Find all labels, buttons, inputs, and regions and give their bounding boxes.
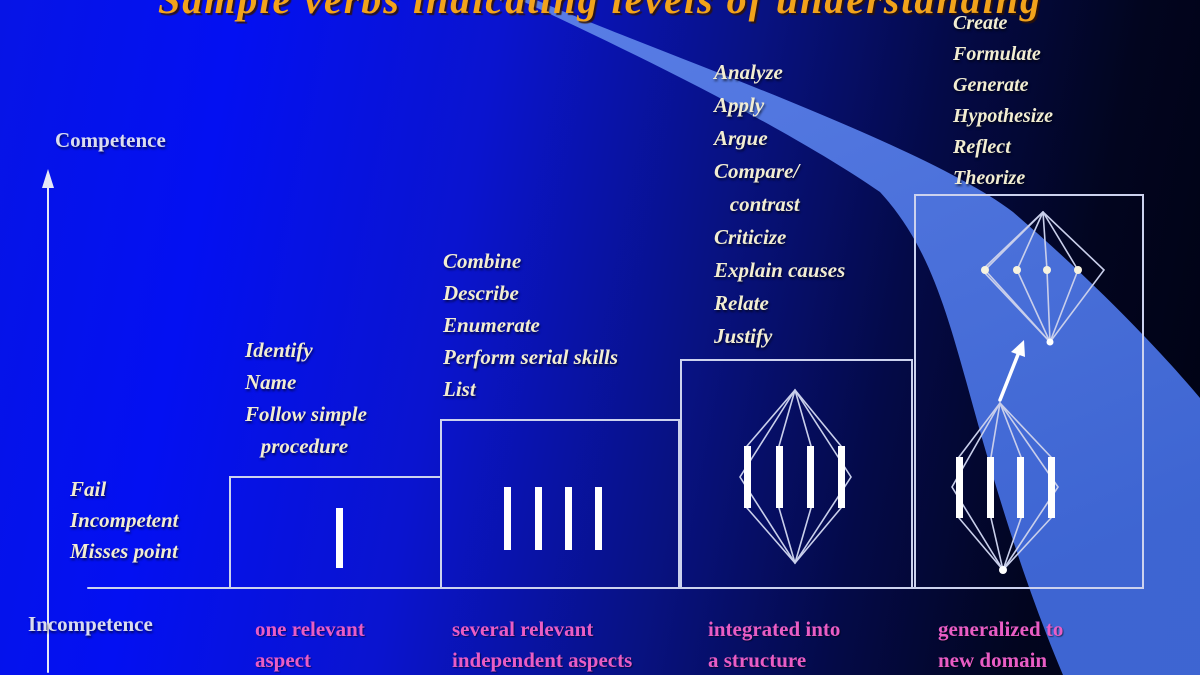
up-right-arrow-icon (998, 340, 1025, 402)
multistructural-bars (504, 487, 602, 550)
slide-title: Sample verbs indicating levels of unders… (0, 0, 1200, 23)
caption-unistructural: one relevant aspect (255, 617, 365, 672)
relational-box (680, 359, 913, 589)
verbs-prestructural: Fail Incompetent Misses point (70, 477, 179, 563)
verbs-extended-abstract: Create Formulate Generate Hypothesize Re… (953, 12, 1053, 189)
abstract-dots (981, 266, 1082, 346)
axis-label-incompetence: Incompetence (28, 612, 153, 636)
swoosh-shape (520, 0, 1200, 675)
caption-relational: integrated into a structure (708, 617, 841, 672)
abstract-lower-spindle (951, 401, 1059, 572)
verbs-multistructural: Combine Describe Enumerate Perform seria… (443, 249, 619, 401)
abstract-bars (956, 457, 1055, 574)
unistructural-bars (336, 508, 343, 568)
unistructural-box (229, 476, 442, 589)
up-arrow-icon (42, 169, 54, 188)
multistructural-box (440, 419, 680, 589)
abstract-upper-diamond (980, 210, 1106, 344)
caption-multistructural: several relevant independent aspects (452, 617, 633, 672)
competence-axis (42, 169, 54, 673)
caption-extended-abstract: generalized to new domain (938, 617, 1064, 672)
verbs-relational: Analyze Apply Argue Compare/ contrast Cr… (714, 60, 846, 348)
verbs-unistructural: Identify Name Follow simple procedure (245, 338, 367, 458)
relational-bars (744, 446, 845, 508)
extended-abstract-box (914, 194, 1144, 589)
axis-label-competence: Competence (55, 128, 166, 152)
relational-spindle (739, 388, 852, 565)
